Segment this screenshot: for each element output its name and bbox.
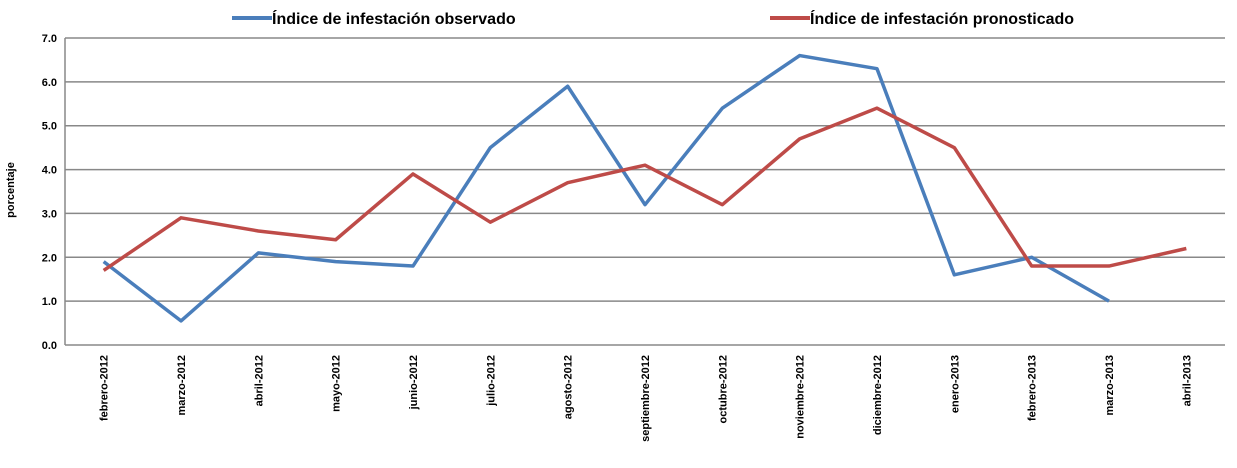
y-tick-label: 3.0 (42, 208, 57, 220)
x-tick-label: marzo-2013 (1104, 355, 1116, 416)
x-tick-label: febrero-2012 (99, 355, 111, 421)
x-tick-label: octubre-2012 (717, 355, 729, 423)
x-tick-label: abril-2012 (253, 355, 265, 406)
x-tick-label: mayo-2012 (331, 355, 343, 412)
x-tick-label: abril-2013 (1181, 355, 1193, 406)
legend-label: Índice de infestación observado (272, 9, 516, 28)
y-tick-label: 4.0 (42, 165, 57, 177)
x-tick-label: septiembre-2012 (640, 355, 652, 442)
x-tick-label: julio-2012 (485, 355, 497, 407)
y-tick-label: 2.0 (42, 252, 57, 264)
x-tick-label: noviembre-2012 (795, 355, 807, 439)
y-axis-label: porcentaje (5, 162, 17, 218)
y-tick-label: 5.0 (42, 121, 57, 133)
y-tick-label: 0.0 (42, 340, 57, 352)
y-tick-label: 1.0 (42, 296, 57, 308)
x-tick-label: agosto-2012 (563, 355, 575, 419)
series-line (102, 106, 1187, 272)
x-tick-label: diciembre-2012 (872, 355, 884, 435)
x-tick-label: enero-2013 (949, 355, 961, 413)
x-tick-label: marzo-2012 (176, 355, 188, 416)
x-tick-label: febrero-2013 (1027, 355, 1039, 421)
legend-label: Índice de infestación pronosticado (810, 9, 1074, 28)
x-tick-label: junio-2012 (408, 355, 420, 410)
y-tick-label: 6.0 (42, 77, 57, 89)
series-line (102, 53, 1110, 323)
y-tick-label: 7.0 (42, 33, 57, 45)
